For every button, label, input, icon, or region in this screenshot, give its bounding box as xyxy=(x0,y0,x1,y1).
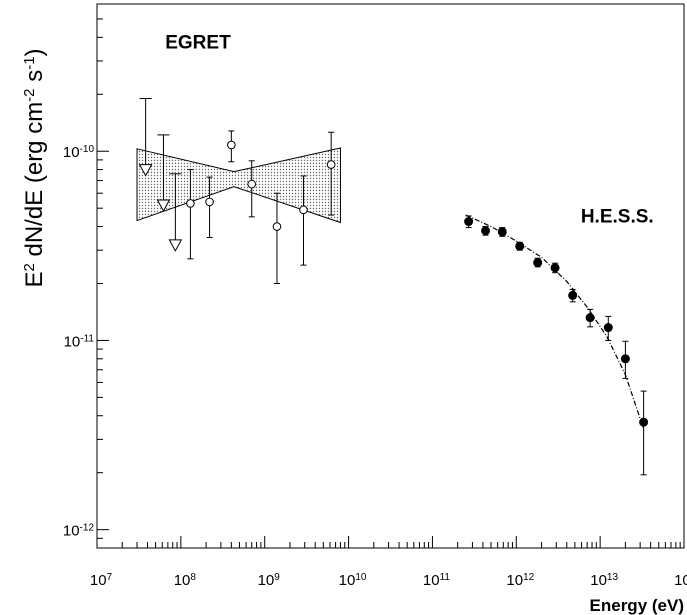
egret-butterfly-band xyxy=(136,147,341,224)
egret-point xyxy=(272,222,282,231)
x-tick-labels: 107 108 109 1010 1011 1012 1013 1014 xyxy=(90,572,687,590)
hess-point xyxy=(464,217,474,227)
x-tick-label: 109 xyxy=(258,572,281,590)
egret-point xyxy=(186,199,195,208)
x-axis-label: Energy (eV) xyxy=(590,596,684,615)
hess-fit-curve xyxy=(465,214,645,430)
x-tick-label: 1010 xyxy=(339,572,367,590)
plot-frame xyxy=(96,3,685,549)
hess-point xyxy=(568,290,578,300)
data-points xyxy=(138,97,649,476)
y-tick-label: 10-10 xyxy=(63,144,95,162)
y-tick-label: 10-11 xyxy=(64,333,95,351)
hess-label: H.E.S.S. xyxy=(581,207,654,228)
egret-point xyxy=(227,140,236,150)
x-tick-label: 1011 xyxy=(423,572,451,590)
x-tick-label: 107 xyxy=(90,572,113,590)
egret-point xyxy=(205,197,214,207)
axis-ticks xyxy=(96,3,685,549)
y-axis-label: E2 dN/dE (erg cm-2 s-1) xyxy=(21,48,49,287)
x-tick-label: 1012 xyxy=(506,572,534,590)
hess-point xyxy=(481,226,491,236)
upper-limit-marker xyxy=(168,239,183,252)
hess-point xyxy=(515,241,525,251)
x-tick-label: 108 xyxy=(174,572,197,590)
upper-limit-marker xyxy=(156,199,171,213)
hess-point xyxy=(497,227,507,237)
x-tick-label: 1013 xyxy=(590,572,618,590)
hess-point xyxy=(550,263,560,273)
egret-label: EGRET xyxy=(165,32,231,53)
egret-point xyxy=(326,160,336,169)
fit-curve-line xyxy=(465,214,645,430)
egret-point xyxy=(299,205,308,215)
y-tick-labels: 10-12 10-11 10-10 xyxy=(63,144,95,540)
annotations: EGRET H.E.S.S. xyxy=(165,32,653,227)
hess-point xyxy=(639,417,649,427)
egret-band xyxy=(136,147,341,224)
hess-point xyxy=(533,258,543,268)
hess-point xyxy=(620,354,630,364)
upper-limit-marker xyxy=(138,164,153,177)
egret-point xyxy=(247,179,257,189)
hess-point xyxy=(585,313,595,323)
hess-point xyxy=(603,323,613,333)
y-tick-label: 10-12 xyxy=(63,522,95,540)
x-tick-label: 1014 xyxy=(674,572,687,590)
